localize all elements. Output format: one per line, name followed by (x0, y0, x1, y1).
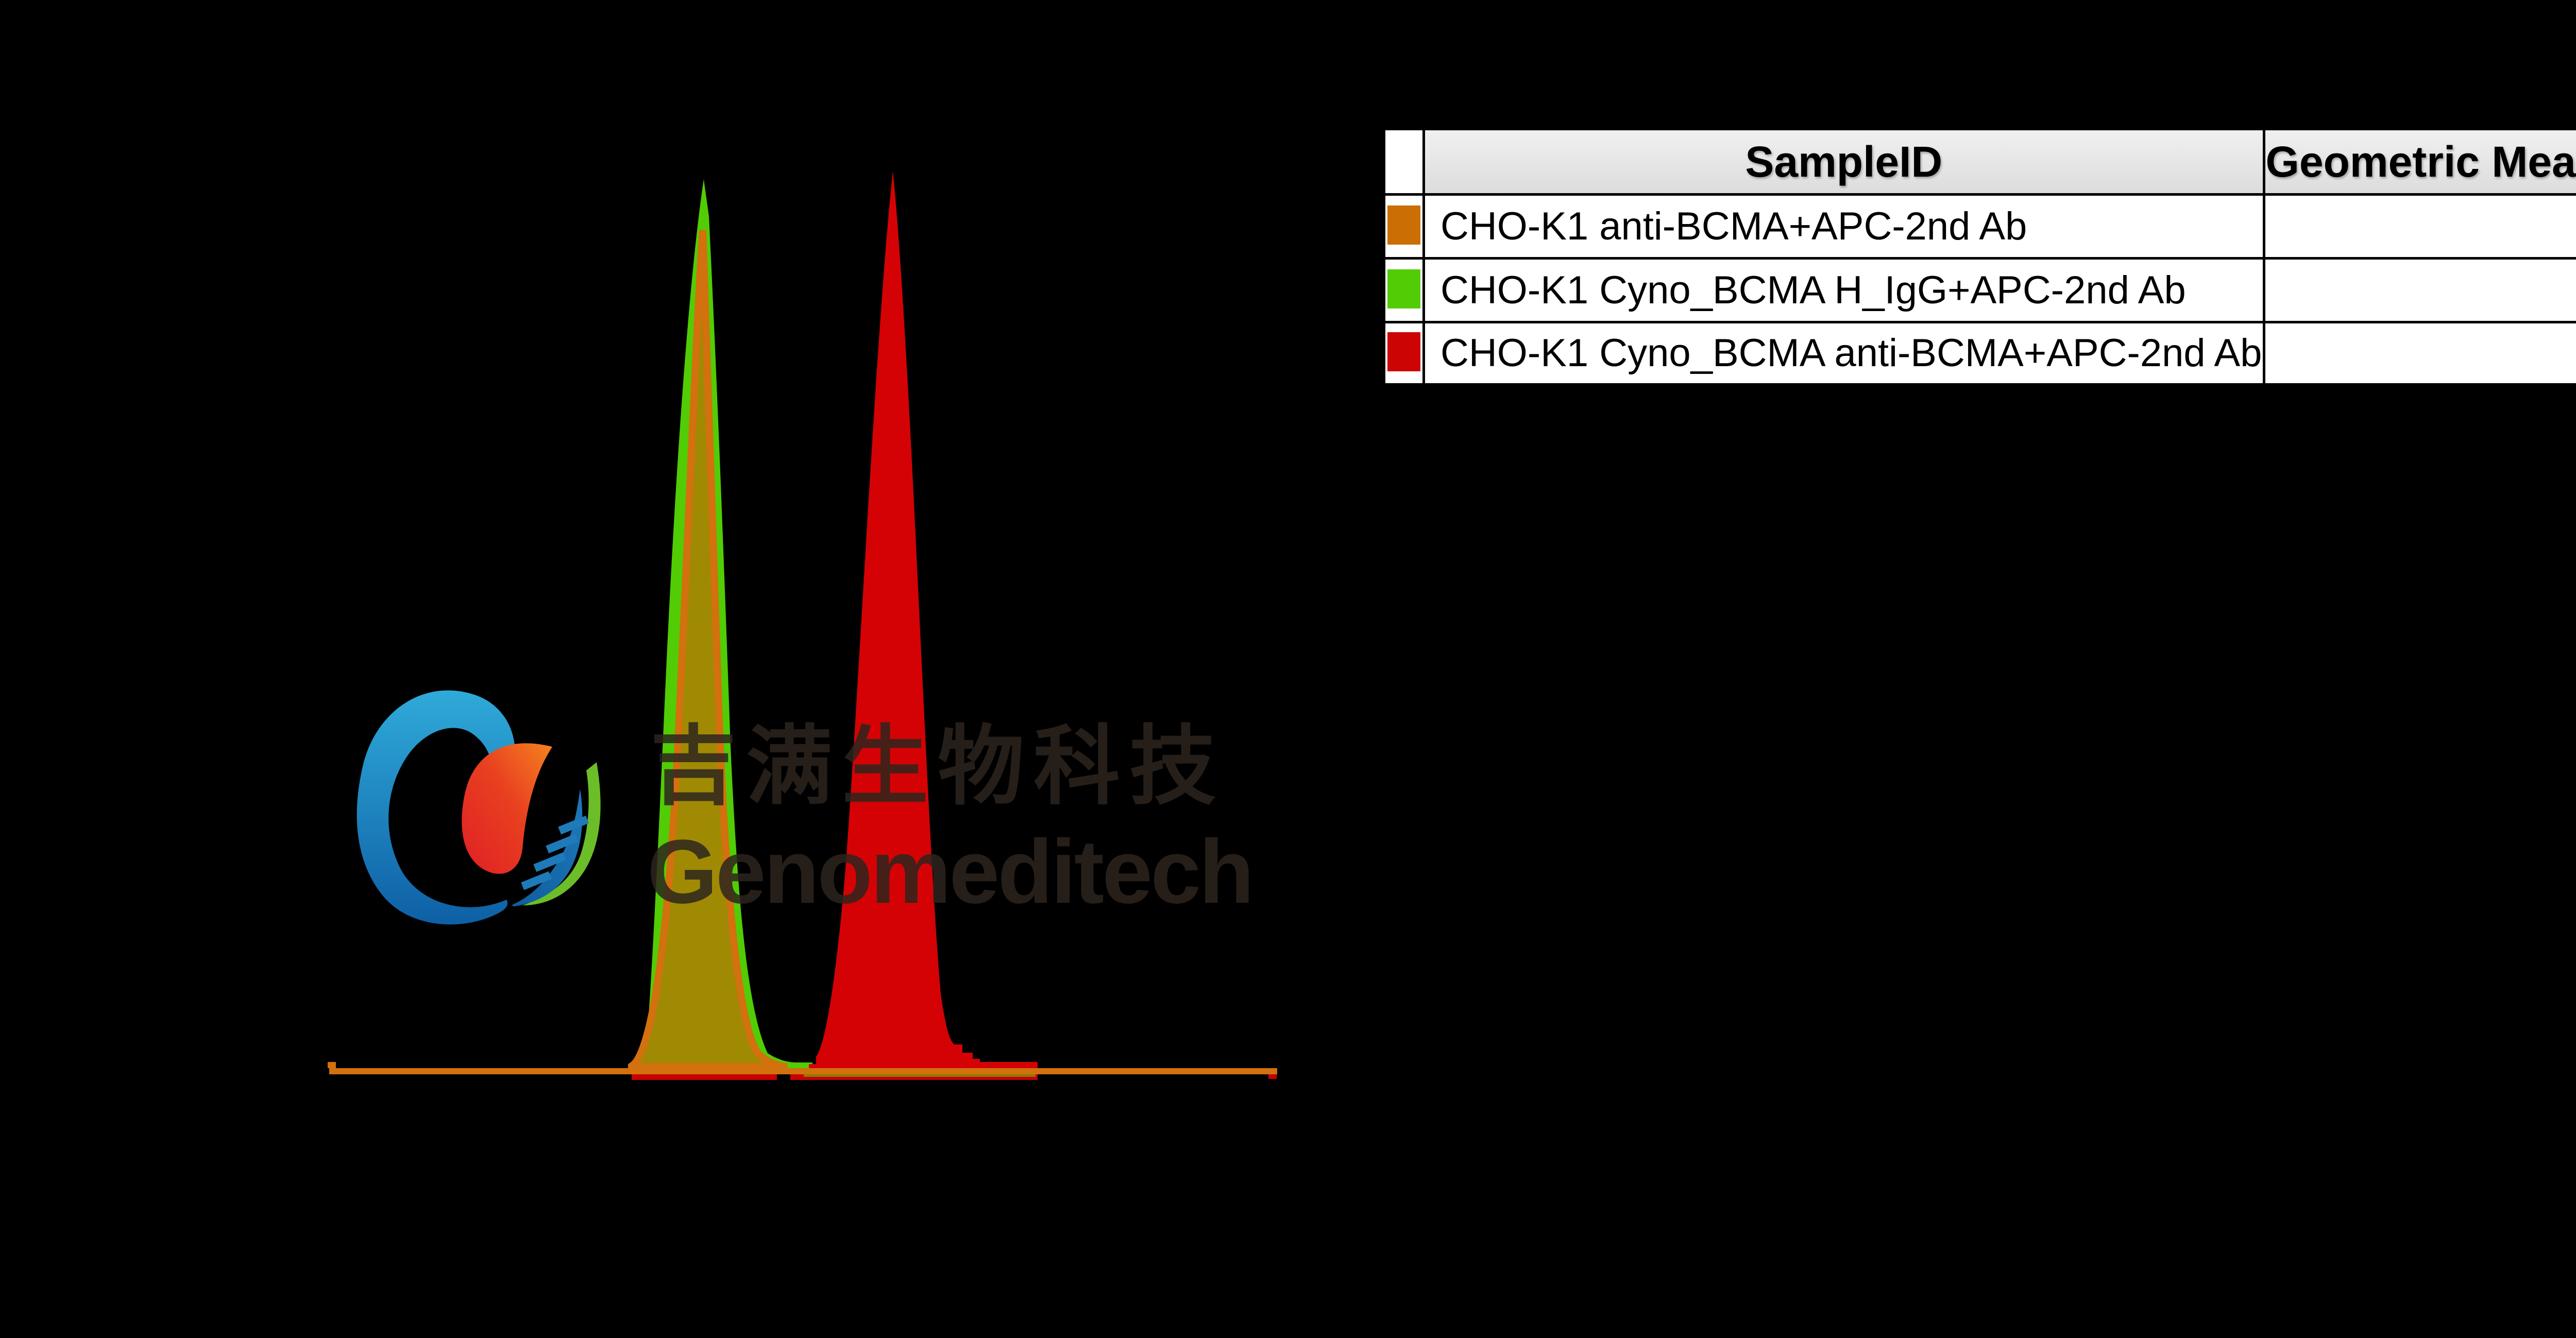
x-axis-start-nub (328, 1062, 336, 1068)
sample-id-cell: CHO-K1 Cyno_BCMA anti-BCMA+APC-2nd Ab (1422, 321, 2265, 387)
x-axis-line (329, 1068, 1277, 1074)
red-underline-strip-left (632, 1074, 777, 1080)
watermark-cjk-text: 吉满生物科技 (650, 718, 1225, 815)
geometric-mean-cell: 1163 (2262, 257, 2576, 323)
header-geometric-mean: Geometric Mean : FL11-H (2262, 127, 2576, 196)
histogram-red (809, 171, 1038, 1068)
red-series-swatch (1387, 332, 1420, 372)
genomeditech-logo (357, 690, 601, 925)
histogram-orange (628, 230, 788, 1070)
logo-dna-strand (511, 789, 583, 906)
table-row: CHO-K1 Cyno_BCMA anti-BCMA+APC-2nd Ab 32… (1382, 321, 2576, 387)
watermark-brand-text: Genomeditech (647, 821, 1254, 922)
logo-blue-swoosh (357, 690, 516, 925)
geometric-mean-cell: 1137 (2262, 193, 2576, 260)
table-row: CHO-K1 anti-BCMA+APC-2nd Ab 1137 (1382, 193, 2576, 260)
header-sampleid: SampleID (1422, 127, 2265, 196)
sample-id-cell: CHO-K1 Cyno_BCMA H_IgG+APC-2nd Ab (1422, 257, 2265, 323)
olive-underline-hint (804, 1074, 1036, 1077)
table-header-row: SampleID Geometric Mean : FL11-H (1382, 127, 2576, 196)
header-swatch-cell (1382, 127, 1425, 196)
swatch-cell (1382, 257, 1425, 323)
logo-leaf (522, 762, 601, 905)
statistics-table: SampleID Geometric Mean : FL11-H CHO-K1 … (1382, 127, 2576, 389)
red-underline-strip-right (790, 1074, 1038, 1080)
logo-dna-rungs (521, 815, 589, 890)
geometric-mean-cell: 32846 (2262, 321, 2576, 387)
green-series-swatch (1387, 269, 1420, 308)
table-row: CHO-K1 Cyno_BCMA H_IgG+APC-2nd Ab 1163 (1382, 257, 2576, 323)
sample-id-cell: CHO-K1 anti-BCMA+APC-2nd Ab (1422, 193, 2265, 260)
orange-series-swatch (1387, 205, 1420, 245)
red-axis-end-dot (1268, 1074, 1277, 1079)
swatch-cell (1382, 193, 1425, 260)
swatch-cell (1382, 321, 1425, 387)
logo-flame (462, 743, 552, 874)
